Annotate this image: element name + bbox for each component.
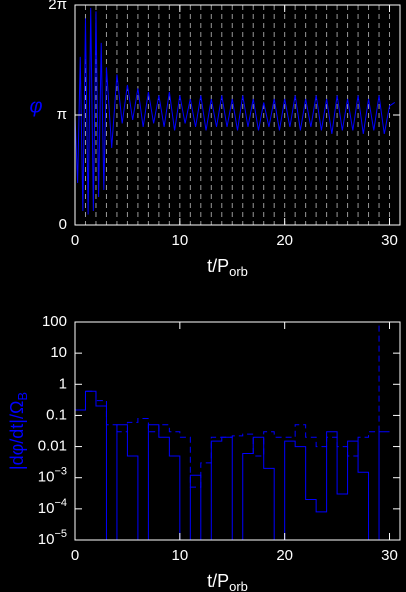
y-axis-label: φ <box>29 95 42 117</box>
x-tick-label: 30 <box>381 232 398 249</box>
y-tick-exponent: −3 <box>54 466 67 478</box>
y-axis-label: |dφ/dt|/ΩB <box>7 392 31 470</box>
y-tick-label: 0.1 <box>46 406 67 423</box>
y-tick-text: 2π <box>48 0 67 13</box>
y-tick-text: 0 <box>59 216 67 233</box>
y-tick-text: 0.01 <box>38 438 67 455</box>
x-label-sub: orb <box>229 579 248 592</box>
y-tick-label: 10 <box>50 344 67 361</box>
x-tick-label: 20 <box>276 232 293 249</box>
step-line <box>75 390 390 540</box>
y-tick-label: 10−3 <box>38 466 67 486</box>
x-tick-label: 0 <box>71 547 79 564</box>
y-tick-text: 10 <box>38 469 55 486</box>
x-tick-label: 20 <box>276 547 293 564</box>
y-tick-text: 10 <box>38 500 55 517</box>
x-label-sub: orb <box>229 264 248 279</box>
y-tick-label: 10−5 <box>38 528 67 548</box>
y-tick-label: π <box>57 106 67 123</box>
y-tick-text: 10 <box>38 531 55 548</box>
signal-line <box>75 7 396 215</box>
y-tick-label: 1 <box>59 375 67 392</box>
y-label-sub: B <box>15 392 30 401</box>
x-label-text: t/P <box>207 571 229 591</box>
y-tick-exponent: −4 <box>54 497 67 509</box>
x-tick-label: 0 <box>71 232 79 249</box>
y-tick-text: 10 <box>50 344 67 361</box>
plot-frame <box>74 321 401 541</box>
y-tick-label: 100 <box>42 313 67 330</box>
y-label-text: |dφ/dt|/Ω <box>7 401 27 471</box>
x-axis-label: t/Porb <box>207 256 248 280</box>
x-axis-label: t/Porb <box>207 571 248 592</box>
y-tick-label: 2π <box>48 0 67 13</box>
step-line <box>75 322 390 488</box>
y-tick-exponent: −5 <box>54 528 67 540</box>
y-tick-label: 10−4 <box>38 497 67 517</box>
x-tick-label: 10 <box>171 232 188 249</box>
y-tick-label: 0 <box>59 216 67 233</box>
y-tick-text: 0.1 <box>46 406 67 423</box>
y-tick-text: 100 <box>42 313 67 330</box>
y-tick-text: π <box>57 106 67 123</box>
x-label-text: t/P <box>207 256 229 276</box>
x-tick-label: 30 <box>381 547 398 564</box>
y-tick-label: 0.01 <box>38 438 67 455</box>
x-tick-label: 10 <box>171 547 188 564</box>
y-tick-text: 1 <box>59 375 67 392</box>
